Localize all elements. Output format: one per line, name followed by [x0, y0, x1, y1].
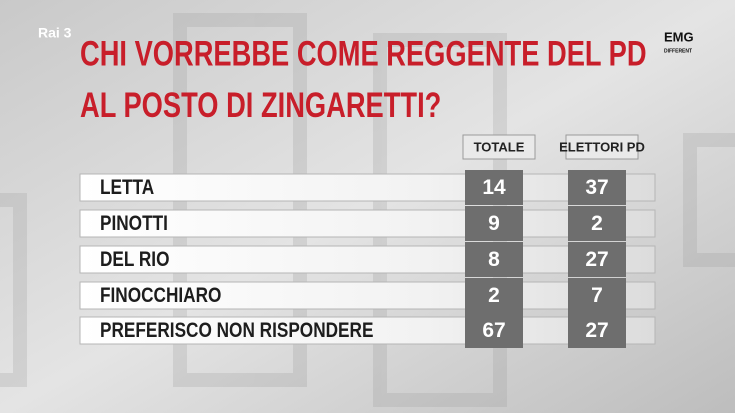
value-cell: [465, 170, 523, 205]
value-cell: [568, 170, 626, 205]
title: CHI VORREBBE COME REGGENTE DEL PD AL POS…: [80, 34, 647, 125]
value: 67: [482, 319, 505, 342]
row-label: FINOCCHIARO: [100, 285, 221, 308]
value: 8: [488, 248, 500, 271]
row-bar: [79, 245, 656, 274]
source-logo: EMG: [664, 29, 694, 44]
row-label-group: PREFERISCO NON RISPONDERE: [100, 320, 374, 343]
column-header-box: [565, 134, 639, 160]
row-bar: [79, 209, 656, 238]
value-cell: [465, 206, 523, 241]
row-label: LETTA: [100, 177, 154, 200]
channel-logo: Rai 3: [38, 25, 72, 41]
value: 27: [585, 248, 608, 271]
value: 2: [488, 284, 500, 307]
value-cell: [465, 313, 523, 348]
value-cell: [465, 278, 523, 313]
value: 14: [482, 176, 506, 199]
row-bar: [79, 173, 656, 202]
row-label-group: LETTA: [100, 177, 154, 200]
row-label-group: DEL RIO: [100, 249, 170, 272]
value-cell: [568, 313, 626, 348]
column-header-box: [462, 134, 536, 160]
row-label-group: FINOCCHIARO: [100, 285, 221, 308]
row-label: DEL RIO: [100, 249, 170, 272]
column-header: TOTALE: [474, 139, 525, 154]
column-header: ELETTORI PD: [559, 139, 645, 154]
row-bar: [79, 316, 656, 345]
row-label: PREFERISCO NON RISPONDERE: [100, 320, 374, 343]
value: 7: [591, 284, 603, 307]
row-label: PINOTTI: [100, 213, 168, 236]
row-bar: [79, 281, 656, 310]
value-cell: [568, 278, 626, 313]
value-cell: [568, 242, 626, 277]
table: TOTALE ELETTORI PD LETTA 14 37 PINOTTI 9 2 DEL R…: [79, 134, 656, 348]
value: 9: [488, 212, 500, 235]
value-cell: [568, 206, 626, 241]
title-line: AL POSTO DI ZINGARETTI?: [80, 86, 441, 125]
title-line: CHI VORREBBE COME REGGENTE DEL PD: [80, 34, 647, 73]
row-label-group: PINOTTI: [100, 213, 168, 236]
value: 2: [591, 212, 603, 235]
source-tagline: DIFFERENT: [664, 48, 692, 54]
value: 27: [585, 319, 608, 342]
value: 37: [585, 176, 608, 199]
value-cell: [465, 242, 523, 277]
